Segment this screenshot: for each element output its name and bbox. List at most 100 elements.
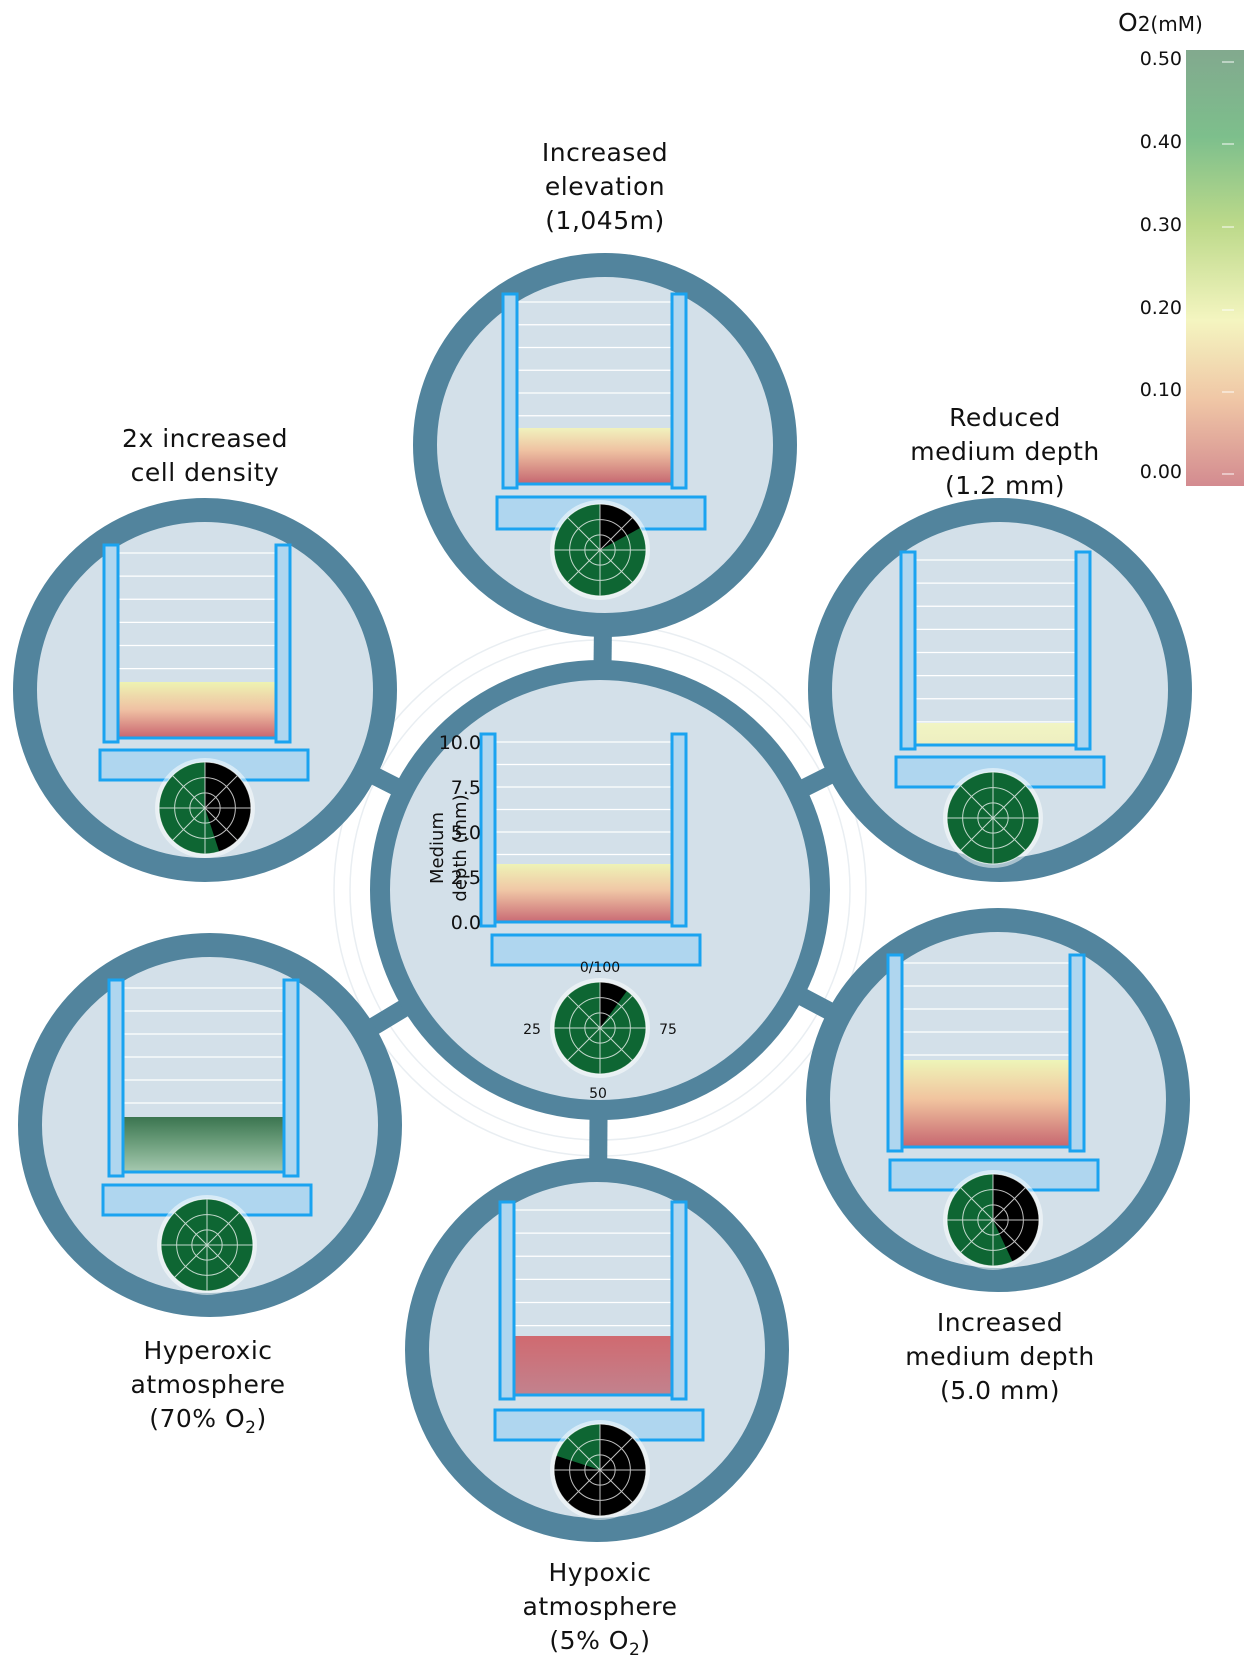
pie-grid-spoke [599, 1469, 633, 1503]
label-text: ) [256, 1404, 267, 1433]
label-line: elevation [544, 172, 666, 201]
panel-density [13, 498, 397, 882]
pie-grid-spoke [599, 517, 633, 551]
pie-grid-spoke [992, 1187, 1026, 1221]
colorbar-tick: 0.30 [1139, 214, 1182, 236]
label-hypoxic: Hypoxic atmosphere (5% O2) [465, 1556, 735, 1667]
label-reduced: Reduced medium depth (1.2 mm) [870, 401, 1140, 503]
medium-fill [118, 682, 276, 738]
label-line: (5.0 mm) [940, 1376, 1060, 1405]
medium-fill [514, 1336, 672, 1395]
colorbar-tick: 0.00 [1139, 461, 1182, 483]
pie-grid-spoke [599, 1027, 633, 1061]
polar-tick-top: 0/100 [580, 960, 620, 976]
label-text: ) [640, 1626, 651, 1655]
insert-wall-left [102, 543, 120, 744]
oxygen-pie [943, 768, 1043, 868]
insert-wall-right [282, 978, 300, 1178]
pie-grid-spoke [174, 1244, 208, 1278]
panel-reduced [808, 498, 1192, 882]
pie-grid [946, 771, 1040, 865]
medium-fill [517, 428, 672, 484]
pie-black-slice [993, 1174, 1039, 1262]
panel-center [370, 660, 830, 1120]
pie-grid-spoke [172, 775, 206, 809]
colorbar-gradient [1186, 50, 1244, 486]
insert-wall-left [479, 732, 497, 928]
pie-grid [553, 981, 647, 1075]
colorbar [1186, 50, 1244, 486]
polar-tick-bottom: 50 [589, 1086, 607, 1102]
label-text: (5% O [549, 1626, 629, 1655]
pie-grid-spoke [206, 1212, 240, 1246]
label-elevation: Increased elevation (1,045m) [470, 136, 740, 238]
pie-grid-spoke [992, 785, 1026, 819]
oxygen-pie [157, 1195, 257, 1295]
depth-gridlines [514, 1209, 672, 1396]
insert-wall-right [670, 1200, 688, 1401]
panel-increased [806, 908, 1190, 1292]
colorbar-title-rest: 2(mM) [1137, 12, 1203, 36]
pie-grid-spoke [172, 807, 206, 841]
insert-base [490, 933, 702, 967]
pie-grid-spoke [204, 807, 238, 841]
pie-grid-spoke [174, 1212, 208, 1246]
panel-elevation [413, 253, 797, 637]
pie-grid-spoke [992, 817, 1026, 851]
label-line: Hypoxic [548, 1558, 652, 1587]
label-line: atmosphere [130, 1370, 286, 1399]
pie-grid [553, 503, 647, 597]
label-line: (5% O2) [465, 1624, 735, 1667]
label-line: (70% O2) [73, 1402, 343, 1445]
insert-wall-right [1068, 953, 1086, 1153]
label-line: Increased [936, 1308, 1064, 1337]
pie-grid-spoke [960, 1187, 994, 1221]
pie-grid-spoke [567, 549, 601, 583]
label-line: 2x increased [122, 424, 288, 453]
y-axis-title: depth (mm) [450, 794, 471, 901]
pie-black-slice [205, 762, 251, 852]
pie-grid-spoke [567, 1437, 601, 1471]
pie-grid-spoke [960, 817, 994, 851]
pie-grid-spoke [960, 785, 994, 819]
pie-grid-spoke [567, 1469, 601, 1503]
colorbar-tick: 0.10 [1139, 379, 1182, 401]
insert-wall-left [501, 292, 519, 490]
colorbar-title-main: O [1118, 8, 1138, 37]
oxygen-pie [550, 978, 650, 1078]
polar-tick-left: 25 [523, 1022, 541, 1038]
label-subscript: 2 [245, 1418, 257, 1438]
label-line: medium depth [910, 437, 1100, 466]
oxygen-pie [155, 758, 255, 858]
panel-hyperoxic [18, 933, 402, 1317]
insert-wall-left [498, 1200, 516, 1401]
insert-wall-left [107, 978, 125, 1178]
label-density: 2x increased cell density [70, 422, 340, 490]
pie-grid-spoke [567, 995, 601, 1029]
label-line: medium depth [905, 1342, 1095, 1371]
label-line: Increased [541, 138, 669, 167]
label-subscript: 2 [628, 1640, 641, 1660]
insert-wall-right [670, 732, 688, 928]
insert-wall-right [274, 543, 292, 744]
pie-grid-spoke [567, 1027, 601, 1061]
pie-grid [553, 1423, 647, 1517]
polar-tick-right: 75 [659, 1022, 677, 1038]
y-tick-label: 2.5 [451, 867, 481, 889]
pie-grid-spoke [599, 549, 633, 583]
pie-grid-spoke [599, 1437, 633, 1471]
y-tick-label: 0.0 [451, 912, 481, 934]
colorbar-tick: 0.40 [1139, 131, 1182, 153]
label-line: Reduced [949, 403, 1061, 432]
label-line: (1,045m) [545, 206, 665, 235]
y-axis-title: Medium [427, 812, 448, 884]
oxygen-pie [943, 1170, 1043, 1270]
y-tick-label: 10.0 [439, 732, 481, 754]
colorbar-title: O2(mM) [1118, 8, 1203, 37]
pie-grid-spoke [599, 995, 633, 1029]
insert-wall-left [886, 953, 904, 1153]
oxygen-pie [550, 500, 650, 600]
colorbar-tick: 0.20 [1139, 297, 1182, 319]
pie-grid-spoke [960, 1219, 994, 1253]
pie-grid [946, 1173, 1040, 1267]
